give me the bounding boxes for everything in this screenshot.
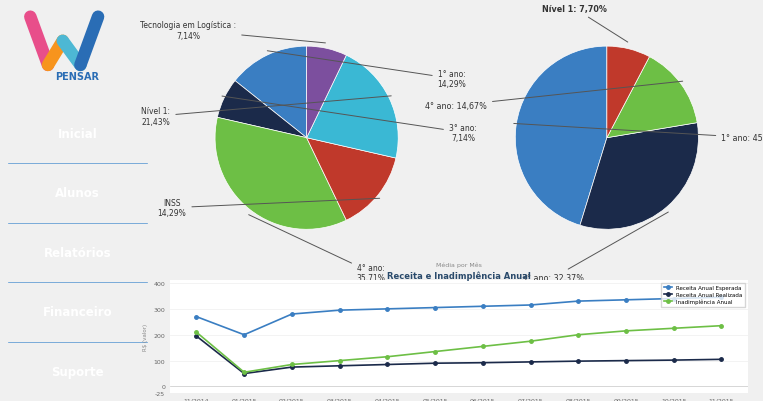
Inadimplência Anual bbox=[383, 354, 392, 359]
Inadimplência Anual bbox=[574, 332, 583, 337]
Receita Anual Esperada bbox=[192, 314, 201, 319]
Receita Anual Esperada bbox=[526, 303, 535, 308]
Receita Anual Realizada bbox=[192, 334, 201, 338]
Text: Nível 1:
21,43%: Nível 1: 21,43% bbox=[141, 97, 391, 127]
Receita Anual Realizada bbox=[335, 363, 344, 368]
Inadimplência Anual bbox=[288, 362, 297, 367]
Inadimplência Anual bbox=[621, 329, 630, 334]
Inadimplência Anual bbox=[335, 358, 344, 363]
Receita Anual Realizada bbox=[526, 360, 535, 365]
Text: INSS
14,29%: INSS 14,29% bbox=[158, 198, 380, 218]
Text: Alunos: Alunos bbox=[55, 187, 100, 200]
Text: 4° ano:
35,71%: 4° ano: 35,71% bbox=[249, 215, 386, 282]
Inadimplência Anual bbox=[669, 326, 678, 331]
Wedge shape bbox=[515, 47, 607, 226]
Wedge shape bbox=[580, 124, 698, 230]
Inadimplência Anual bbox=[526, 339, 535, 344]
Receita Anual Esperada bbox=[621, 298, 630, 302]
Wedge shape bbox=[307, 56, 398, 159]
Receita Anual Realizada bbox=[478, 360, 488, 365]
Receita Anual Realizada bbox=[574, 359, 583, 364]
Text: 4° ano: 14,67%: 4° ano: 14,67% bbox=[425, 82, 683, 111]
Line: Receita Anual Esperada: Receita Anual Esperada bbox=[195, 296, 723, 336]
Receita Anual Esperada bbox=[288, 312, 297, 317]
Text: 1° ano: 45,25%: 1° ano: 45,25% bbox=[513, 124, 763, 143]
Wedge shape bbox=[607, 57, 697, 138]
Receita Anual Esperada bbox=[430, 306, 439, 310]
Text: 3° ano:
7,14%: 3° ano: 7,14% bbox=[222, 97, 477, 143]
Receita Anual Esperada bbox=[240, 332, 249, 337]
Receita Anual Realizada bbox=[621, 358, 630, 363]
Receita Anual Realizada bbox=[288, 365, 297, 370]
Text: 1° ano:
14,29%: 1° ano: 14,29% bbox=[267, 52, 466, 89]
Receita Anual Realizada bbox=[430, 361, 439, 366]
Text: Suporte: Suporte bbox=[51, 365, 104, 378]
Y-axis label: R$ (valor): R$ (valor) bbox=[143, 323, 148, 350]
Wedge shape bbox=[307, 138, 396, 221]
Receita Anual Realizada bbox=[240, 371, 249, 376]
Text: PENSAR: PENSAR bbox=[56, 72, 99, 82]
Receita Anual Realizada bbox=[717, 357, 726, 362]
Receita Anual Esperada bbox=[574, 299, 583, 304]
Inadimplência Anual bbox=[717, 324, 726, 328]
Inadimplência Anual bbox=[430, 349, 439, 354]
Receita Anual Esperada bbox=[669, 296, 678, 301]
Wedge shape bbox=[215, 118, 346, 230]
Text: Tecnologia em Logística :
7,14%: Tecnologia em Logística : 7,14% bbox=[140, 21, 326, 44]
Text: Nível 1: 7,70%: Nível 1: 7,70% bbox=[542, 5, 628, 43]
Wedge shape bbox=[607, 47, 649, 138]
Inadimplência Anual bbox=[478, 344, 488, 349]
Receita Anual Esperada bbox=[383, 307, 392, 312]
Receita Anual Esperada bbox=[335, 308, 344, 313]
Wedge shape bbox=[235, 47, 307, 138]
Receita Anual Esperada bbox=[717, 295, 726, 300]
Text: 3° ano: 32,37%: 3° ano: 32,37% bbox=[522, 213, 668, 283]
Receita Anual Esperada bbox=[478, 304, 488, 309]
Text: Financeiro: Financeiro bbox=[43, 306, 112, 318]
Wedge shape bbox=[307, 47, 346, 138]
Title: Receita e Inadimplência Anual: Receita e Inadimplência Anual bbox=[387, 271, 531, 281]
Legend: Receita Anual Esperada, Receita Anual Realizada, Inadimplência Anual: Receita Anual Esperada, Receita Anual Re… bbox=[662, 284, 745, 307]
Receita Anual Realizada bbox=[383, 362, 392, 367]
Receita Anual Realizada bbox=[669, 358, 678, 363]
Text: Inicial: Inicial bbox=[57, 128, 98, 140]
Inadimplência Anual bbox=[192, 330, 201, 335]
Wedge shape bbox=[217, 81, 307, 138]
Line: Inadimplência Anual: Inadimplência Anual bbox=[195, 324, 723, 374]
Line: Receita Anual Realizada: Receita Anual Realizada bbox=[195, 334, 723, 375]
Text: Relatórios: Relatórios bbox=[43, 246, 111, 259]
Inadimplência Anual bbox=[240, 370, 249, 375]
Text: Média por Mês: Média por Mês bbox=[436, 262, 482, 267]
